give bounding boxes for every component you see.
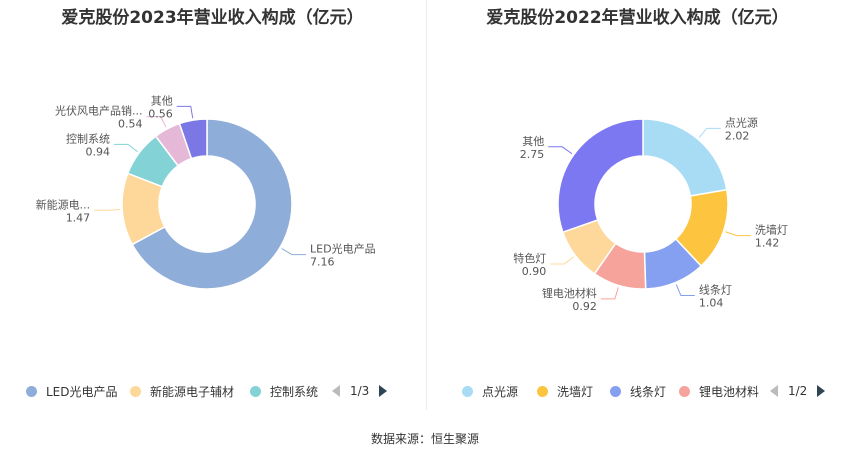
pie-slice[interactable] — [642, 118, 728, 197]
legend-label: 控制系统 — [270, 385, 319, 399]
slice-value-label: 7.16 — [310, 256, 335, 269]
legend-item[interactable]: 线条灯 — [610, 383, 666, 400]
slice-value-label: 2.02 — [725, 129, 750, 142]
leader-line — [548, 146, 573, 155]
slice-value-label: 0.56 — [148, 107, 173, 120]
legend-item[interactable]: 锂电池材料 — [679, 383, 759, 400]
legend-label: LED光电产品 — [46, 385, 118, 399]
leader-line — [281, 248, 307, 256]
legend-label: 新能源电子辅材 — [150, 385, 235, 399]
chart-title: 爱克股份2023年营业收入构成（亿元） — [61, 8, 364, 28]
panel-divider — [426, 0, 427, 410]
slice-value-label: 0.54 — [118, 118, 143, 131]
legend-dot — [130, 386, 141, 397]
legend-item[interactable]: 洗墙灯 — [537, 383, 593, 400]
slice-value-label: 2.75 — [520, 148, 545, 161]
legend-label: 洗墙灯 — [557, 385, 594, 399]
leader-line — [146, 116, 167, 128]
leader-line — [113, 143, 138, 153]
slice-label: 光伏风电产品销... — [55, 104, 143, 118]
legend-page-indicator: 1/3 — [350, 384, 370, 398]
chart-panel-2022: 爱克股份2022年营业收入构成（亿元） 点光源 2.02 洗墙灯 1.42 线条灯 1.0… — [425, 0, 850, 420]
legend-label: 锂电池材料 — [699, 385, 760, 399]
prev-page-icon[interactable] — [332, 385, 340, 397]
leader-line — [698, 127, 721, 138]
legend-dot — [26, 386, 37, 397]
legend-label: 线条灯 — [630, 385, 667, 399]
legend-page-indicator: 1/2 — [788, 384, 808, 398]
slice-value-label: 1.42 — [755, 237, 780, 250]
legend-item[interactable]: 控制系统 — [250, 383, 318, 400]
legend-item[interactable]: 新能源电子辅材 — [130, 383, 234, 400]
legend: LED光电产品 新能源电子辅材 控制系统 1/3 — [0, 383, 425, 405]
leader-line — [94, 209, 121, 211]
slice-label: 其他 — [151, 94, 173, 107]
legend-dot — [250, 386, 261, 397]
slice-value-label: 0.92 — [572, 300, 597, 313]
next-page-icon[interactable] — [817, 385, 826, 397]
chart-title: 爱克股份2022年营业收入构成（亿元） — [486, 8, 789, 28]
legend: 点光源 洗墙灯 线条灯 锂电池材料 1/2 — [425, 383, 850, 405]
legend-dot — [462, 386, 473, 397]
chart-panel-2023: 爱克股份2023年营业收入构成（亿元） LED光电产品 7.16 新能源电... 1.… — [0, 0, 425, 420]
legend-pager: 1/2 — [770, 384, 826, 398]
next-page-icon[interactable] — [379, 385, 388, 397]
leader-line — [600, 287, 619, 300]
slice-label: 洗墙灯 — [755, 223, 788, 237]
legend-pager: 1/3 — [332, 384, 388, 398]
legend-dot — [610, 386, 621, 397]
pie-slice[interactable] — [557, 118, 644, 234]
slice-label: 新能源电... — [36, 197, 91, 211]
slice-label: LED光电产品 — [310, 242, 376, 256]
slice-value-label: 0.90 — [522, 265, 547, 278]
prev-page-icon[interactable] — [770, 385, 778, 397]
leader-line — [675, 284, 695, 296]
legend-dot — [537, 386, 548, 397]
leader-line — [725, 231, 751, 237]
slice-label: 线条灯 — [699, 282, 732, 296]
legend-dot — [679, 386, 690, 397]
slice-value-label: 1.47 — [66, 211, 91, 224]
leader-line — [550, 256, 575, 265]
leader-line — [176, 105, 194, 119]
slice-value-label: 1.04 — [699, 296, 724, 309]
legend-item[interactable]: LED光电产品 — [26, 383, 118, 400]
slice-value-label: 0.94 — [85, 145, 110, 158]
pie-slice[interactable] — [178, 118, 208, 160]
pie-slice[interactable] — [131, 118, 293, 290]
data-source: 数据来源：恒生聚源 — [370, 432, 479, 446]
slice-label: 点光源 — [725, 115, 758, 129]
legend-label: 点光源 — [482, 385, 519, 399]
slice-label: 特色灯 — [513, 251, 546, 265]
slice-label: 控制系统 — [66, 131, 110, 145]
slice-label: 锂电池材料 — [542, 286, 597, 300]
slice-label: 其他 — [522, 135, 544, 148]
legend-item[interactable]: 点光源 — [462, 383, 518, 400]
